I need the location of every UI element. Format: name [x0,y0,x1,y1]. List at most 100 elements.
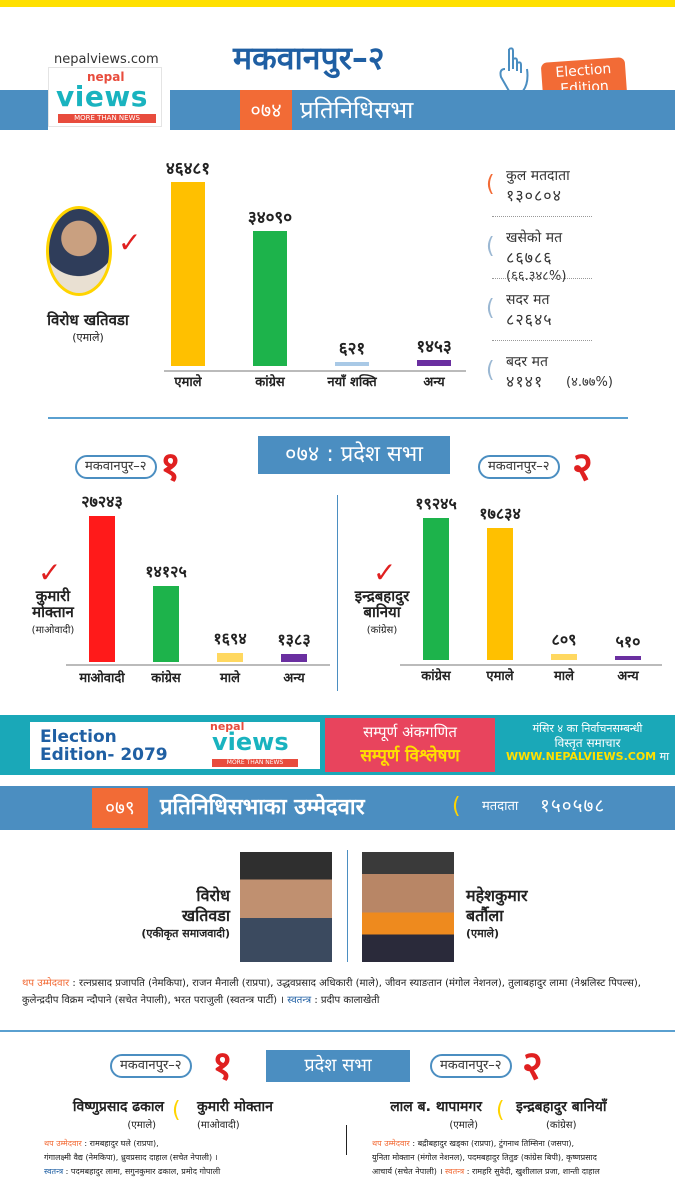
bar-value-label-2: १४१२५ [145,562,187,582]
c079-1-party: (एकीकृत समाजवादी) [141,927,230,940]
pradesh079-separator [346,1125,347,1155]
stat-divider [492,216,592,217]
banner-logo-views: views [212,728,289,756]
bar-category-label-1: एमाले [174,375,202,390]
banner-right-text: मंसिर ४ का निर्वाचनसम्बन्धी विस्तृत समाच… [505,722,670,764]
stat-value: ८२६४५ [506,310,553,329]
p079-c1-pill: मकवानपुर–२ [110,1054,192,1078]
ind-label: स्वतन्त्र [284,995,312,1006]
bar-category-label-4: अन्य [283,671,305,686]
p079-c1-party-a: (एमाले) [127,1120,156,1131]
stat-brace-icon: ( [486,172,495,197]
c079-2-party: (एमाले) [466,927,500,940]
pradesh074-c2-pill: मकवानपुर–२ [478,455,560,479]
banner-pink-panel [325,718,495,772]
bar-category-label-2: एमाले [486,669,514,684]
pr079-others: थप उम्मेदवार : रत्नप्रसाद प्रजापति (नेमक… [22,975,657,1009]
stat-divider [492,278,592,279]
c2-winner-line1: इन्द्रबहादुर [354,587,410,605]
p079-c2-cand-b: इन्द्रबहादुर बानियाँ [516,1099,607,1115]
bar-value-label-2: ३४०९० [247,208,293,229]
bar-value-label-4: १३८३ [277,630,311,649]
logo-views-text: views [56,80,148,113]
logo-tagline: MORE THAN NEWS [58,114,156,123]
p079-c1-ind-text: : पदमबहादुर लामा, सगुनकुमार ढकाल, प्रमोद… [63,1167,221,1176]
p079-c2-cand-a: लाल ब. थापामगर [390,1099,482,1115]
banner-ee-line1: Election [40,727,117,747]
bar-2 [253,231,287,366]
p079-c2-others: थप उम्मेदवार : बद्रीबहादुर खड्का (राप्रप… [372,1137,668,1179]
bar-1 [171,182,205,366]
bar-3 [551,654,577,660]
pradesh079-title: प्रदेश सभा [266,1050,410,1082]
pr079-separator [347,850,348,962]
bar-value-label-2: १७८३४ [479,504,521,524]
bar-4 [615,656,641,660]
site-url[interactable]: nepalviews.com [54,52,159,67]
stat-brace-icon: ( [486,234,495,259]
bar-category-label-1: कांग्रेस [421,669,451,684]
stat-brace-icon: ( [486,358,495,383]
p079-c2-others-label: थप उम्मेदवार [372,1139,410,1148]
chart3-axis [400,664,662,666]
c1-winner-line2: मोक्तान [32,603,74,621]
pr074-band-left [0,90,48,130]
banner-right-line1: मंसिर ४ का निर्वाचनसम्बन्धी [532,722,643,735]
pr079-year: ०७९ [92,788,148,828]
c1-winner-party: (माओवादी) [31,625,75,636]
bar-category-label-3: नयाँ शक्ति [327,375,377,390]
bar-value-label-4: ५१० [615,632,641,651]
bar-value-label-3: १६९४ [213,628,247,648]
p079-c2-ind-text: : रामहरि सुवेदी, खुशीलाल प्रजा, शान्ती द… [464,1167,600,1176]
page-title: मकवानपुर–२ [233,39,385,77]
section-divider [48,417,628,419]
c2-check-icon: ✓ [373,556,397,589]
pradesh074-c1-pill: मकवानपुर–२ [75,455,157,479]
p079-c2-number: २ [522,1043,543,1089]
voters-label: मतदाता [482,799,519,814]
pr079-brace-icon: ( [452,794,461,819]
pradesh074-c1-number: १ [160,444,181,490]
c079-2-line1: महेशकुमार [466,886,528,905]
c079-2-line2: बर्तौला [466,906,504,925]
bar-2 [153,586,179,662]
p079-c2-pill: मकवानपुर–२ [430,1054,512,1078]
bar-category-label-2: कांग्रेस [151,671,181,686]
winner-avatar [46,206,112,296]
banner-url-suffix: मा [656,750,670,763]
p079-c2-others-row3: आचार्य (सचेत नेपाली) । स्वतन्त्र : रामहर… [372,1165,668,1179]
banner-pink-line2: सम्पूर्ण विश्लेषण [360,746,460,766]
bar-2 [487,528,513,660]
bar-value-label-3: ६२१ [338,339,366,359]
p079-c1-brace-icon: ( [172,1098,181,1123]
p079-c1-ind-label: स्वतन्त्र [44,1167,64,1176]
p079-c1-others-row1: थप उम्मेदवार : रामबहादुर घले (राप्रपा), [44,1137,334,1151]
pradesh079-divider [0,1030,675,1032]
c079-1-line2: खतिवडा [182,906,230,925]
stat-label: सदर मत [506,292,550,308]
c079-2-photo [362,852,454,962]
top-accent-line [0,0,675,7]
c079-1-line1: विरोध [196,886,230,905]
bar-category-label-1: माओवादी [79,671,125,686]
winner-party: (एमाले) [72,331,104,344]
pr074-title: प्रतिनिधिसभा [300,96,414,124]
p079-c1-others-label: थप उम्मेदवार [44,1139,82,1148]
winner-name: विरोध खतिवडा [47,311,129,329]
p079-c2-others-row1: थप उम्मेदवार : बद्रीबहादुर खड्का (राप्रप… [372,1137,668,1151]
stat-value: ४१४१ [506,372,544,391]
bar-category-label-4: अन्य [617,669,639,684]
stat-divider [492,340,592,341]
banner-url[interactable]: WWW.NEPALVIEWS.COM [505,750,657,763]
bar-4 [281,654,307,662]
bar-value-label-3: ८०९ [551,630,577,650]
p079-c1-others: थप उम्मेदवार : रामबहादुर घले (राप्रपा), … [44,1137,334,1179]
banner-right-url-row: WWW.NEPALVIEWS.COM मा [505,750,670,764]
banner-ee-line2: Edition- 2079 [40,745,168,765]
banner-ee-text: Election Edition- 2079 [40,728,168,764]
c1-winner-line1: कुमारी [35,587,71,605]
banner-pink-line1: सम्पूर्ण अंकगणित [363,723,457,741]
stat-label: बदर मत [506,354,548,370]
p079-c1-ind-row: स्वतन्त्र : पदमबहादुर लामा, सगुनकुमार ढक… [44,1165,334,1179]
banner-right-line2: विस्तृत समाचार [554,736,621,750]
